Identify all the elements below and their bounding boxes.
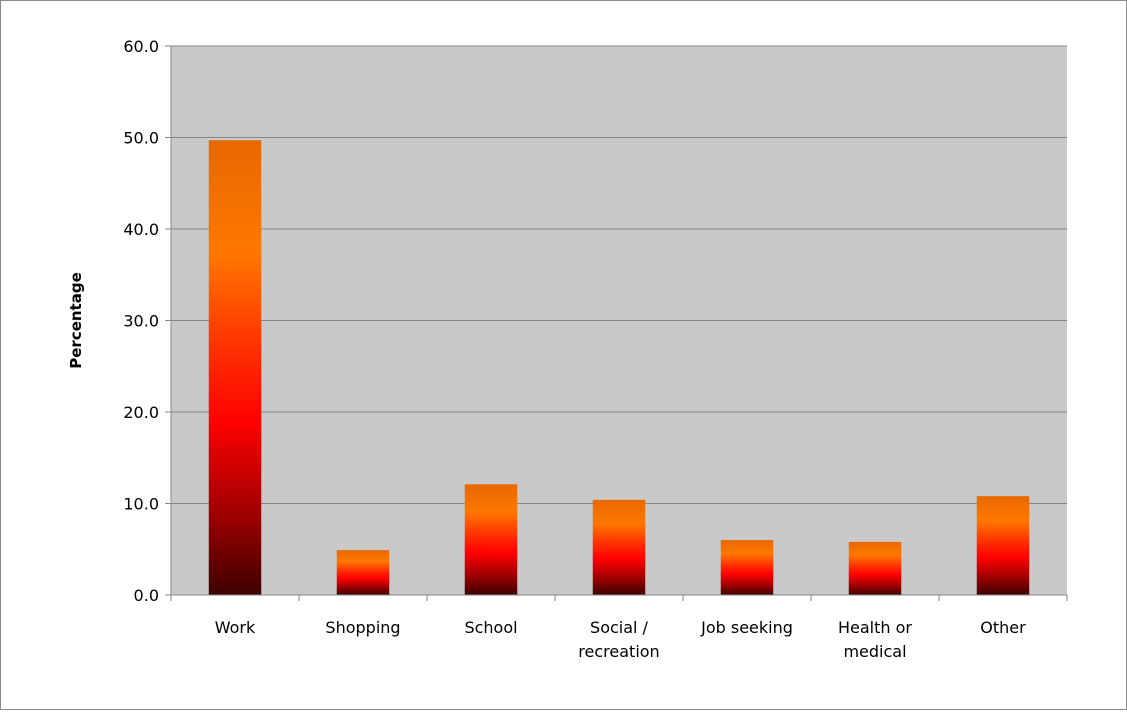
bar-shopping [336, 550, 390, 595]
y-tick-label: 10.0 [123, 495, 159, 514]
gridlines [171, 45, 1067, 504]
x-tick-label: School [464, 618, 517, 637]
bar-other [976, 496, 1030, 595]
x-tick-labels: Work Shopping School Social / recreation Job … [215, 618, 1026, 661]
x-tick-label: Health or medical [838, 618, 912, 661]
bar-social-recreation [592, 499, 646, 595]
bar-job-seeking [720, 540, 774, 595]
y-tick-label: 50.0 [123, 129, 159, 148]
y-axis-label: Percentage [67, 272, 85, 369]
x-tick-label: Job seeking [700, 618, 793, 637]
y-tick-label: 60.0 [123, 37, 159, 56]
y-tick-label: 30.0 [123, 312, 159, 331]
bars [208, 140, 1030, 595]
axes [165, 45, 1068, 601]
y-tick-label: 0.0 [134, 586, 159, 605]
x-tick-label: Work [215, 618, 256, 637]
y-tick-label: 20.0 [123, 403, 159, 422]
y-tick-label: 40.0 [123, 220, 159, 239]
y-tick-labels: 0.0 10.0 20.0 30.0 40.0 50.0 60.0 [123, 37, 159, 605]
x-tick-label: Social / recreation [578, 618, 659, 661]
bar-work [208, 140, 262, 595]
bar-health-or-medical [848, 541, 902, 595]
bar-school [464, 484, 518, 595]
x-tick-label: Shopping [325, 618, 400, 637]
x-tick-label: Other [980, 618, 1026, 637]
